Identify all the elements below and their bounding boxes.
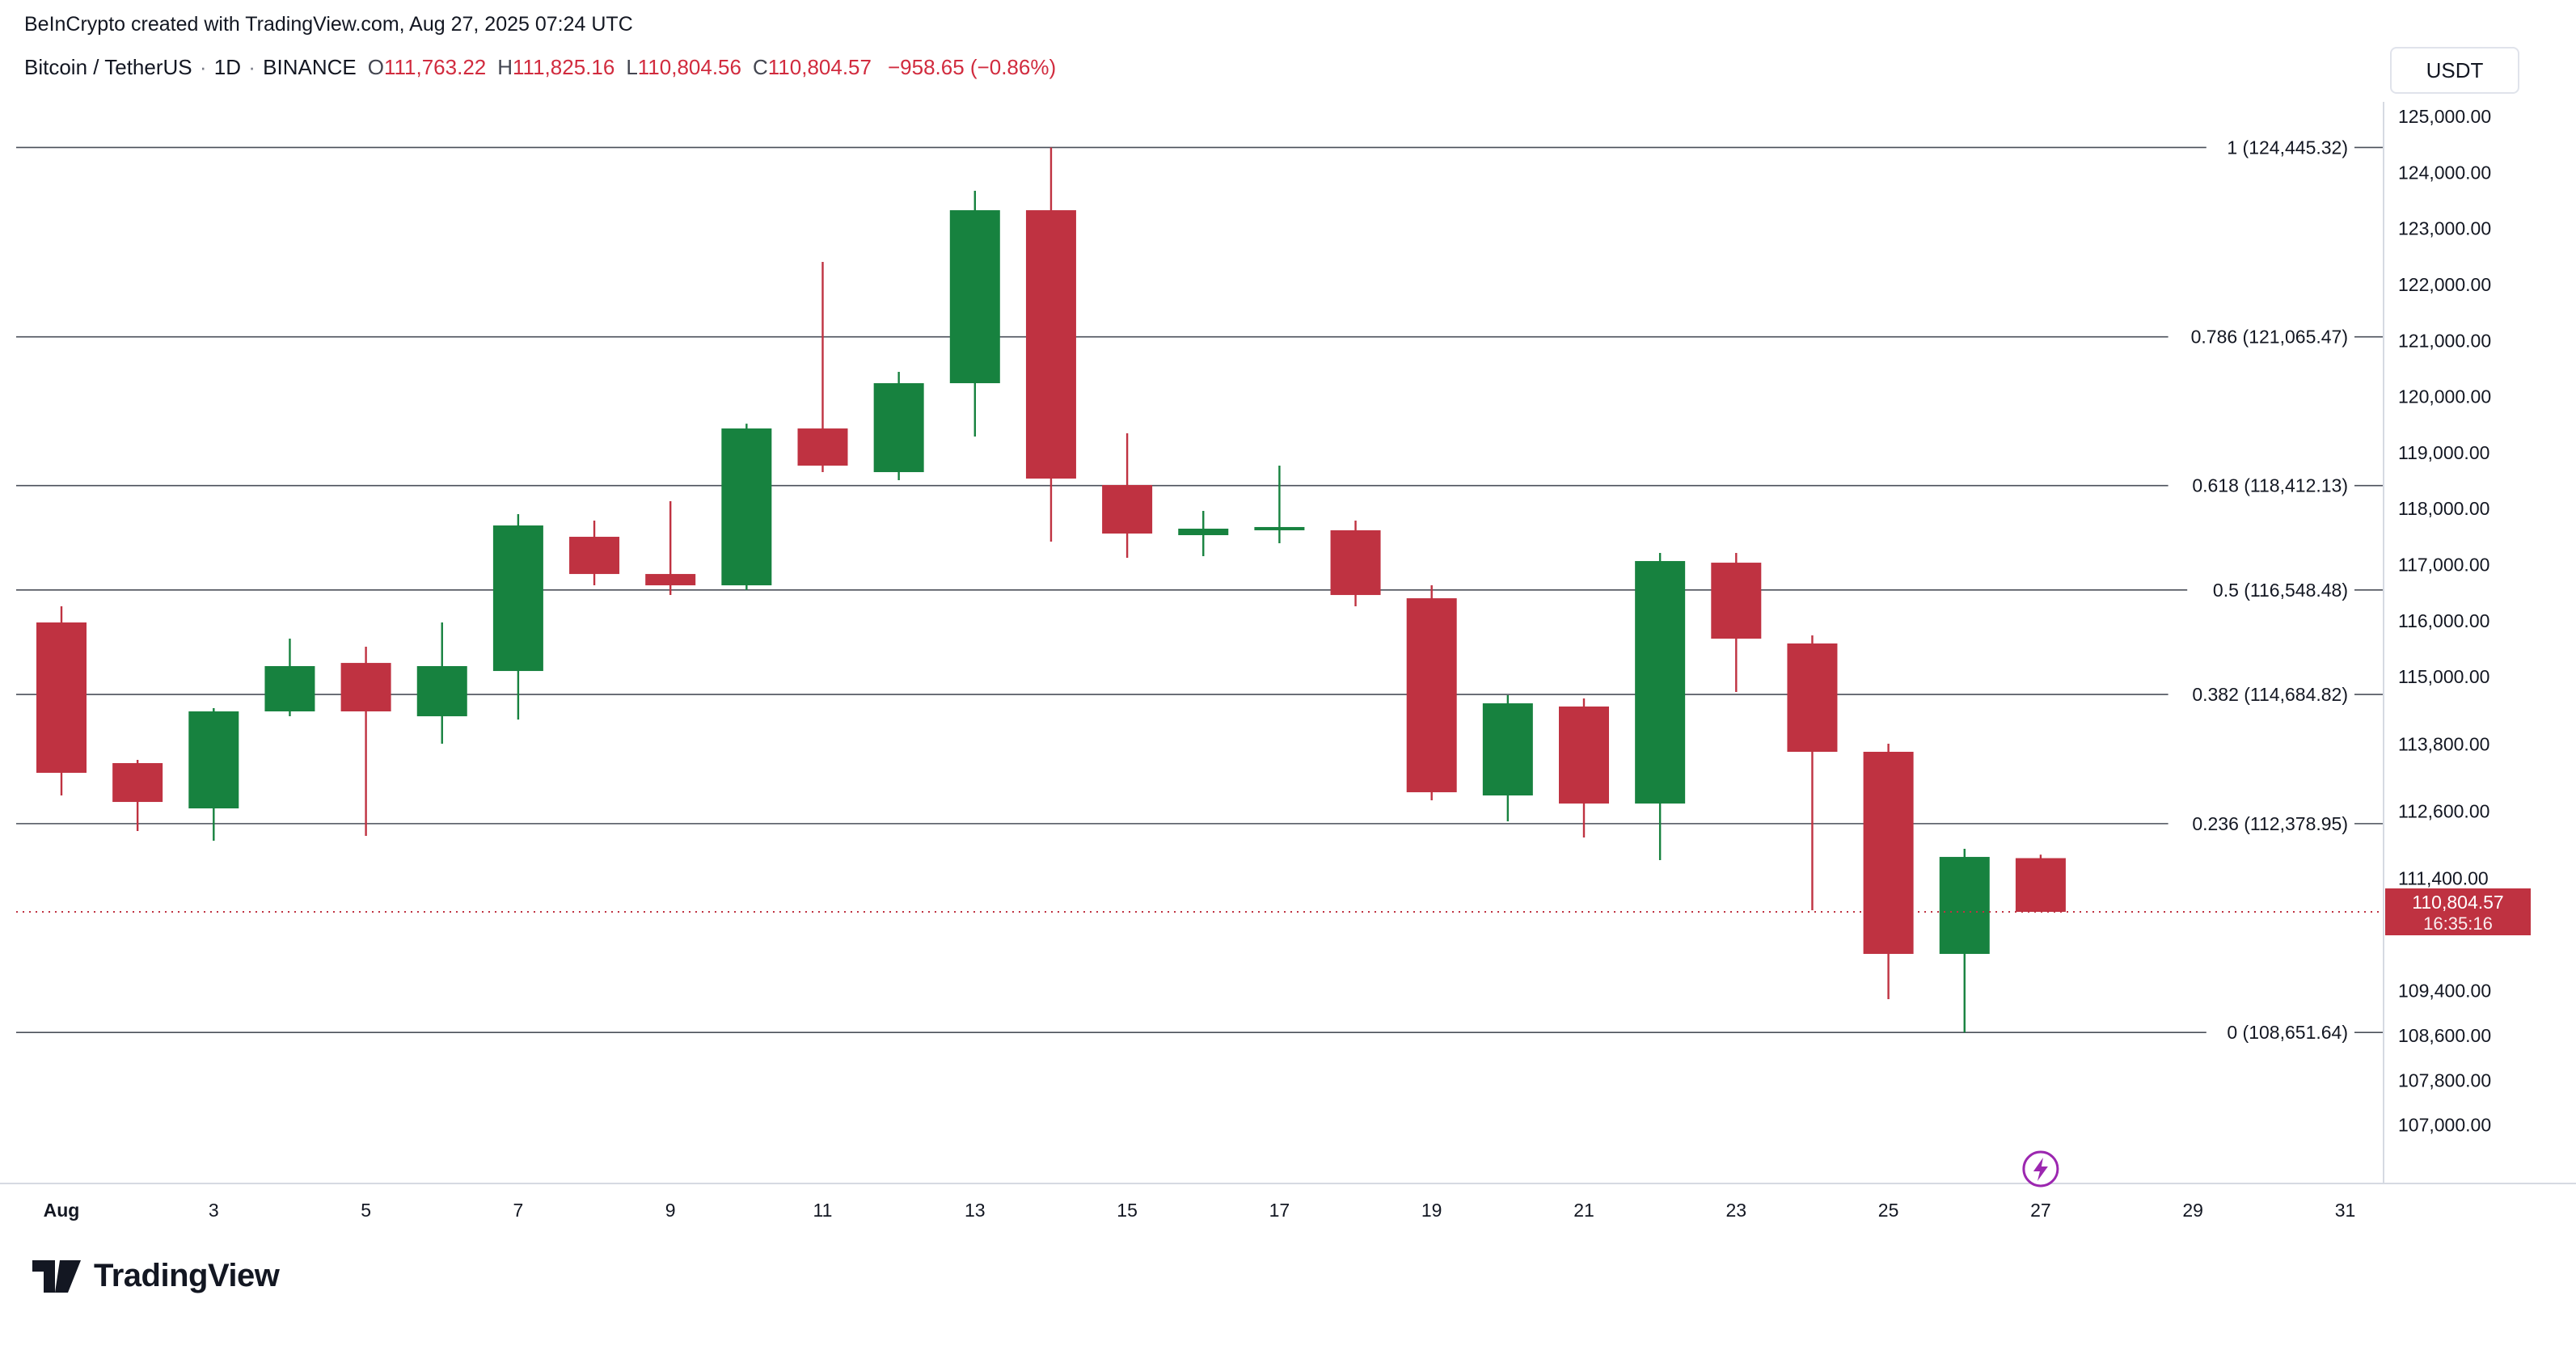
time-axis-label[interactable]: 21 xyxy=(1573,1200,1594,1221)
time-axis-label[interactable]: 31 xyxy=(2335,1200,2356,1221)
fib-label: 0.382 (114,684.82) xyxy=(2192,684,2348,705)
interval-label[interactable]: 1D xyxy=(213,55,242,79)
price-axis-label[interactable]: 117,000.00 xyxy=(2398,555,2489,576)
fib-label-bg xyxy=(2206,1019,2354,1047)
time-axis-label[interactable]: 9 xyxy=(665,1200,676,1221)
time-axis-label[interactable]: 17 xyxy=(1269,1200,1290,1221)
candle[interactable] xyxy=(112,762,163,803)
time-axis-label[interactable]: 15 xyxy=(1117,1200,1138,1221)
exchange-label: BINANCE xyxy=(263,55,357,79)
candle[interactable] xyxy=(1939,857,1990,955)
price-axis-label[interactable]: 107,000.00 xyxy=(2398,1115,2491,1136)
price-axis-label[interactable]: 113,800.00 xyxy=(2398,733,2489,754)
price-axis-label[interactable]: 125,000.00 xyxy=(2398,106,2491,127)
price-axis-label[interactable]: 116,000.00 xyxy=(2398,610,2489,631)
time-axis-label[interactable]: 27 xyxy=(2030,1200,2051,1221)
fib-label-bg xyxy=(2168,323,2354,351)
ohlc-open: O 111,763.22 xyxy=(367,55,487,79)
time-axis-label[interactable]: 5 xyxy=(361,1200,371,1221)
time-axis-label[interactable]: 29 xyxy=(2182,1200,2203,1221)
candle[interactable] xyxy=(1406,598,1457,793)
candle[interactable] xyxy=(949,210,1000,384)
fib-label: 0.5 (116,548.48) xyxy=(2213,580,2348,601)
price-axis-label[interactable]: 119,000.00 xyxy=(2398,442,2489,463)
time-axis-label[interactable]: 3 xyxy=(209,1200,219,1221)
candle[interactable] xyxy=(797,428,848,466)
candle[interactable] xyxy=(340,663,391,712)
price-axis-label[interactable]: 107,800.00 xyxy=(2398,1069,2491,1091)
price-axis-label[interactable]: 120,000.00 xyxy=(2398,386,2491,407)
candle[interactable] xyxy=(721,428,772,586)
time-axis-label[interactable]: 25 xyxy=(1878,1200,1899,1221)
time-axis-label[interactable]: 11 xyxy=(813,1200,833,1221)
fib-label: 0.618 (118,412.13) xyxy=(2192,475,2348,496)
current-price-tag xyxy=(2385,888,2531,935)
candle[interactable] xyxy=(2015,858,2066,912)
candle[interactable] xyxy=(1711,563,1762,639)
fib-label-bg xyxy=(2206,133,2354,162)
time-axis-label[interactable]: Aug xyxy=(44,1200,80,1221)
candle[interactable] xyxy=(1482,703,1533,795)
candle[interactable] xyxy=(1178,528,1229,536)
price-axis-label[interactable]: 123,000.00 xyxy=(2398,218,2491,239)
fib-label: 0.786 (121,065.47) xyxy=(2191,327,2348,348)
fib-label: 0.236 (112,378.95) xyxy=(2192,813,2348,834)
candle[interactable] xyxy=(36,622,87,773)
price-axis-label[interactable]: 108,600.00 xyxy=(2398,1025,2491,1046)
candle[interactable] xyxy=(1863,751,1914,955)
candle[interactable] xyxy=(1559,706,1609,804)
candle[interactable] xyxy=(1787,643,1838,752)
price-axis-label[interactable]: 124,000.00 xyxy=(2398,162,2491,183)
ohlc-low: L 110,804.56 xyxy=(626,55,741,79)
time-axis-label[interactable]: 13 xyxy=(965,1200,986,1221)
tradingview-wordmark: TradingView xyxy=(94,1258,280,1293)
price-axis-label[interactable]: 109,400.00 xyxy=(2398,980,2491,1001)
price-axis-label[interactable]: 121,000.00 xyxy=(2398,330,2491,351)
time-axis-label[interactable]: 23 xyxy=(1726,1200,1747,1221)
fib-label: 0 (108,651.64) xyxy=(2227,1022,2348,1043)
current-price-value: 110,804.57 xyxy=(2412,892,2503,913)
watermark-header: BeInCrypto created with TradingView.com,… xyxy=(24,13,633,36)
candle[interactable] xyxy=(492,525,543,672)
candle[interactable] xyxy=(188,711,239,809)
tradingview-glyph-icon xyxy=(32,1259,81,1293)
ohlc-high: H 111,825.16 xyxy=(497,55,615,79)
candle[interactable] xyxy=(645,574,696,586)
fib-label-bg xyxy=(2168,471,2354,500)
tradingview-logo[interactable]: TradingView xyxy=(31,1258,280,1294)
change-value: −958.65 (−0.86%) xyxy=(887,55,1057,79)
currency-toggle-button[interactable]: USDT xyxy=(2390,47,2519,94)
bar-countdown: 16:35:16 xyxy=(2423,913,2493,934)
candle[interactable] xyxy=(569,537,620,575)
candle[interactable] xyxy=(264,666,315,712)
symbol-name[interactable]: Bitcoin / TetherUS · 1D · BINANCE xyxy=(24,55,357,79)
fib-label: 1 (124,445.32) xyxy=(2227,137,2348,158)
symbol-legend: Bitcoin / TetherUS · 1D · BINANCE O 111,7… xyxy=(24,55,1056,80)
time-axis-label[interactable]: 19 xyxy=(1421,1200,1442,1221)
candle[interactable] xyxy=(1102,484,1153,534)
candle[interactable] xyxy=(1254,526,1305,530)
candle[interactable] xyxy=(873,383,924,473)
price-axis-label[interactable]: 112,600.00 xyxy=(2398,801,2489,822)
fib-label-bg xyxy=(2187,576,2354,604)
price-axis-label[interactable]: 118,000.00 xyxy=(2398,498,2489,519)
price-axis-label[interactable]: 122,000.00 xyxy=(2398,274,2491,295)
candle[interactable] xyxy=(416,666,467,717)
fib-label-bg xyxy=(2168,809,2354,837)
lightning-bolt-glyph xyxy=(2033,1158,2048,1181)
candle[interactable] xyxy=(1025,210,1076,479)
ohlc-close: C 110,804.57 xyxy=(752,55,872,79)
price-axis-label[interactable]: 111,400.00 xyxy=(2398,868,2489,889)
time-axis-label[interactable]: 7 xyxy=(513,1200,524,1221)
fib-label-bg xyxy=(2168,681,2354,709)
candle[interactable] xyxy=(1635,561,1686,804)
price-axis-label[interactable]: 115,000.00 xyxy=(2398,666,2489,687)
candle[interactable] xyxy=(1330,529,1381,596)
